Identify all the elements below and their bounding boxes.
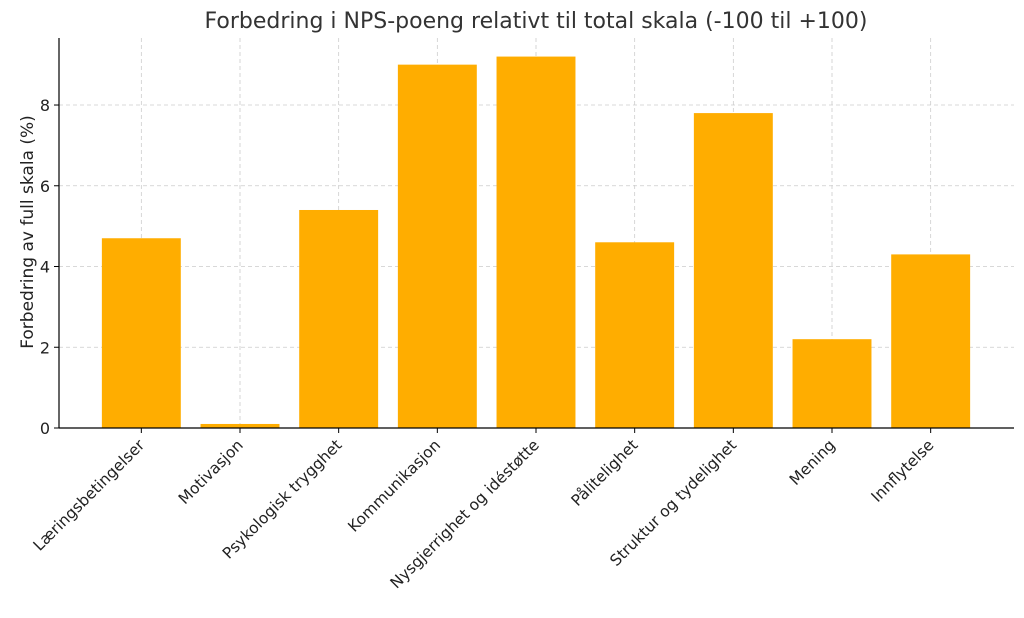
x-tick-label: Læringsbetingelser [30, 436, 149, 555]
bars [101, 56, 971, 428]
y-tick-label: 2 [40, 338, 50, 357]
y-tick-labels: 0 2 4 6 8 [40, 96, 50, 438]
bar [595, 242, 675, 428]
y-tick-label: 4 [40, 258, 50, 277]
bar [891, 254, 971, 428]
bar [792, 339, 872, 428]
y-axis-label: Forbedring av full skala (%) [18, 115, 38, 349]
y-tick-label: 8 [40, 96, 50, 115]
bar [200, 423, 280, 428]
bar [101, 238, 181, 428]
bar [397, 64, 477, 428]
x-tick-label: Kommunikasjon [345, 436, 445, 536]
bar [693, 113, 773, 428]
bar [299, 209, 379, 428]
y-tick-label: 6 [40, 177, 50, 196]
x-tick-labels: Læringsbetingelser MotivasjonPsykologisk … [30, 436, 938, 593]
bar [496, 56, 576, 428]
x-tick-label: Mening [786, 436, 839, 489]
x-tick-label: Innflytelse [868, 436, 938, 506]
axes [54, 38, 1014, 433]
y-tick-label: 0 [40, 419, 50, 438]
chart-title: Forbedring i NPS-poeng relativt til tota… [205, 9, 868, 34]
x-tick-label: Pålitelighet [568, 436, 642, 510]
x-tick-label: Motivasjon [175, 436, 247, 508]
